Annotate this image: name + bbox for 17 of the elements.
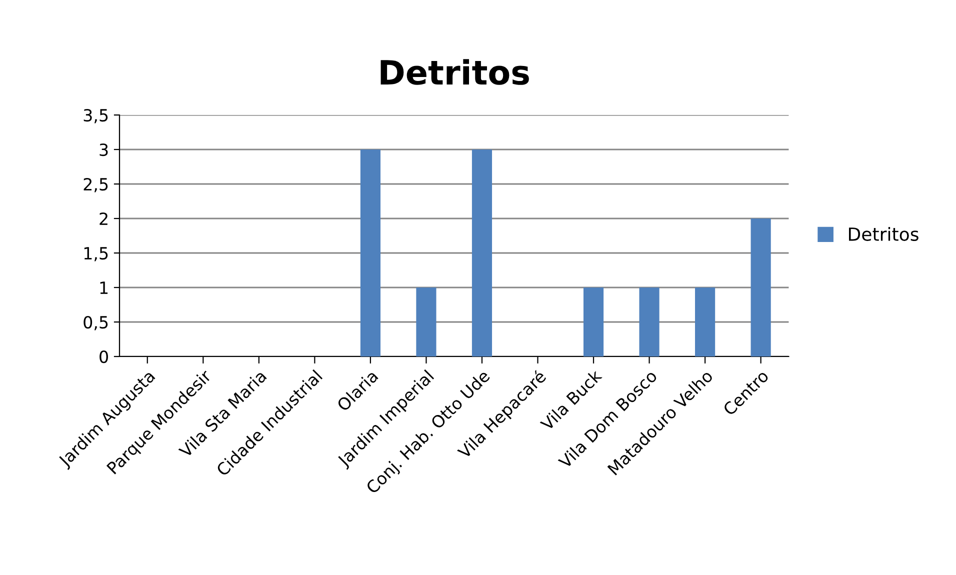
- y-tick-label: 3: [100, 143, 108, 156]
- y-tick-label: 0,5: [84, 316, 108, 330]
- y-tick-label: 2: [100, 212, 108, 225]
- bar: [416, 288, 436, 356]
- bar: [583, 288, 604, 356]
- y-tick-label: 1,5: [84, 247, 108, 262]
- y-tick-label: 3,5: [84, 108, 108, 124]
- bar: [750, 218, 771, 356]
- bar: [695, 288, 716, 356]
- legend-label: Detritos: [848, 227, 918, 241]
- bar: [472, 150, 492, 356]
- bar: [360, 150, 380, 356]
- bar: [639, 288, 660, 356]
- y-tick-label: 0: [100, 350, 108, 364]
- y-tick-label: 2,5: [84, 178, 108, 192]
- chart-title: Detritos: [380, 59, 529, 85]
- y-tick-label: 1: [100, 282, 108, 294]
